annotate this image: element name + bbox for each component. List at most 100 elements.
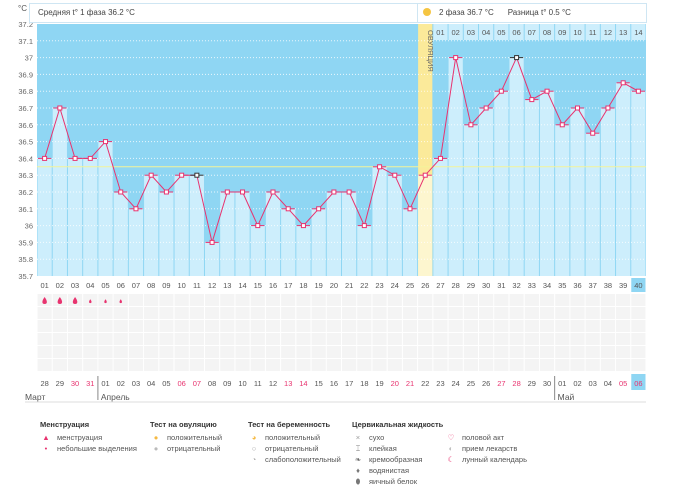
symptom-cell[interactable] <box>296 359 311 371</box>
calendar-date[interactable]: 10 <box>238 379 246 388</box>
cycle-day-label[interactable]: 26 <box>421 281 429 290</box>
symptom-cell[interactable] <box>539 307 555 319</box>
symptom-cell[interactable] <box>52 346 67 358</box>
symptom-cell[interactable] <box>524 320 539 332</box>
symptom-cell[interactable] <box>265 346 281 358</box>
symptom-cell[interactable] <box>128 294 144 306</box>
symptom-cell[interactable] <box>281 333 296 345</box>
symptom-cell[interactable] <box>265 307 281 319</box>
temperature-point[interactable] <box>42 155 48 161</box>
symptom-cell[interactable] <box>281 294 296 306</box>
symptom-cell[interactable] <box>113 359 128 371</box>
symptom-cell[interactable] <box>98 346 113 358</box>
calendar-date[interactable]: 29 <box>528 379 536 388</box>
temperature-point[interactable] <box>194 172 200 178</box>
symptom-cell[interactable] <box>144 320 159 332</box>
cycle-day-label[interactable]: 05 <box>101 281 109 290</box>
calendar-date[interactable]: 05 <box>619 379 627 388</box>
symptom-cell[interactable] <box>509 333 524 345</box>
symptom-cell[interactable] <box>387 320 402 332</box>
symptom-cell[interactable] <box>600 346 616 358</box>
symptom-cell[interactable] <box>555 333 570 345</box>
symptom-cell[interactable] <box>144 359 159 371</box>
symptom-cell[interactable] <box>372 320 387 332</box>
symptom-cell[interactable] <box>600 333 616 345</box>
symptom-cell[interactable] <box>204 333 220 345</box>
symptom-cell[interactable] <box>357 333 372 345</box>
symptom-cell[interactable] <box>326 346 341 358</box>
temperature-point[interactable] <box>118 189 124 195</box>
symptom-cell[interactable] <box>585 320 600 332</box>
temperature-point[interactable] <box>407 206 413 212</box>
symptom-cell[interactable] <box>326 294 341 306</box>
calendar-date[interactable]: 22 <box>421 379 429 388</box>
temperature-point[interactable] <box>514 55 520 61</box>
symptom-cell[interactable] <box>509 359 524 371</box>
calendar-date[interactable]: 03 <box>589 379 597 388</box>
symptom-cell[interactable] <box>585 346 600 358</box>
symptom-cell[interactable] <box>204 346 220 358</box>
calendar-date[interactable]: 26 <box>482 379 490 388</box>
symptom-cell[interactable] <box>357 359 372 371</box>
symptom-cell[interactable] <box>387 307 402 319</box>
calendar-date[interactable]: 23 <box>436 379 444 388</box>
cycle-day-label[interactable]: 38 <box>604 281 612 290</box>
symptom-cell[interactable] <box>174 346 189 358</box>
symptom-cell[interactable] <box>479 320 494 332</box>
symptom-cell[interactable] <box>204 320 220 332</box>
cycle-day-label[interactable]: 04 <box>86 281 94 290</box>
symptom-cell[interactable] <box>570 346 585 358</box>
symptom-cell[interactable] <box>631 307 646 319</box>
symptom-cell[interactable] <box>463 346 479 358</box>
symptom-cell[interactable] <box>433 294 448 306</box>
cycle-day-label[interactable]: 13 <box>223 281 231 290</box>
symptom-cell[interactable] <box>311 359 326 371</box>
cycle-day-label[interactable]: 07 <box>132 281 140 290</box>
cycle-day-label[interactable]: 36 <box>573 281 581 290</box>
calendar-date[interactable]: 07 <box>193 379 201 388</box>
symptom-cell[interactable] <box>418 333 433 345</box>
calendar-date[interactable]: 06 <box>177 379 185 388</box>
symptom-cell[interactable] <box>357 346 372 358</box>
symptom-cell[interactable] <box>342 307 357 319</box>
temperature-point[interactable] <box>559 122 565 128</box>
temperature-point[interactable] <box>179 172 185 178</box>
symptom-cell[interactable] <box>52 359 67 371</box>
symptom-cell[interactable] <box>402 294 418 306</box>
symptom-cell[interactable] <box>524 346 539 358</box>
symptom-cell[interactable] <box>616 320 631 332</box>
temperature-point[interactable] <box>224 189 230 195</box>
symptom-cell[interactable] <box>372 294 387 306</box>
symptom-cell[interactable] <box>342 294 357 306</box>
temperature-point[interactable] <box>574 105 580 111</box>
temperature-point[interactable] <box>300 223 306 229</box>
symptom-cell[interactable] <box>67 333 83 345</box>
symptom-cell[interactable] <box>52 320 67 332</box>
symptom-cell[interactable] <box>235 294 250 306</box>
symptom-cell[interactable] <box>174 320 189 332</box>
symptom-cell[interactable] <box>433 320 448 332</box>
symptom-cell[interactable] <box>570 294 585 306</box>
symptom-cell[interactable] <box>387 346 402 358</box>
symptom-cell[interactable] <box>448 346 463 358</box>
symptom-cell[interactable] <box>479 307 494 319</box>
symptom-cell[interactable] <box>220 346 235 358</box>
symptom-cell[interactable] <box>524 359 539 371</box>
symptom-cell[interactable] <box>83 346 98 358</box>
symptom-cell[interactable] <box>342 359 357 371</box>
symptom-cell[interactable] <box>494 346 509 358</box>
calendar-date[interactable]: 19 <box>375 379 383 388</box>
symptom-cell[interactable] <box>220 307 235 319</box>
symptom-cell[interactable] <box>524 333 539 345</box>
symptom-cell[interactable] <box>631 359 646 371</box>
symptom-cell[interactable] <box>113 307 128 319</box>
symptom-cell[interactable] <box>204 359 220 371</box>
symptom-cell[interactable] <box>433 307 448 319</box>
cycle-day-label[interactable]: 35 <box>558 281 566 290</box>
cycle-day-label[interactable]: 06 <box>117 281 125 290</box>
calendar-date[interactable]: 30 <box>71 379 79 388</box>
cycle-day-label[interactable]: 20 <box>330 281 338 290</box>
cycle-day-label[interactable]: 19 <box>314 281 322 290</box>
symptom-cell[interactable] <box>189 294 204 306</box>
symptom-cell[interactable] <box>159 294 174 306</box>
